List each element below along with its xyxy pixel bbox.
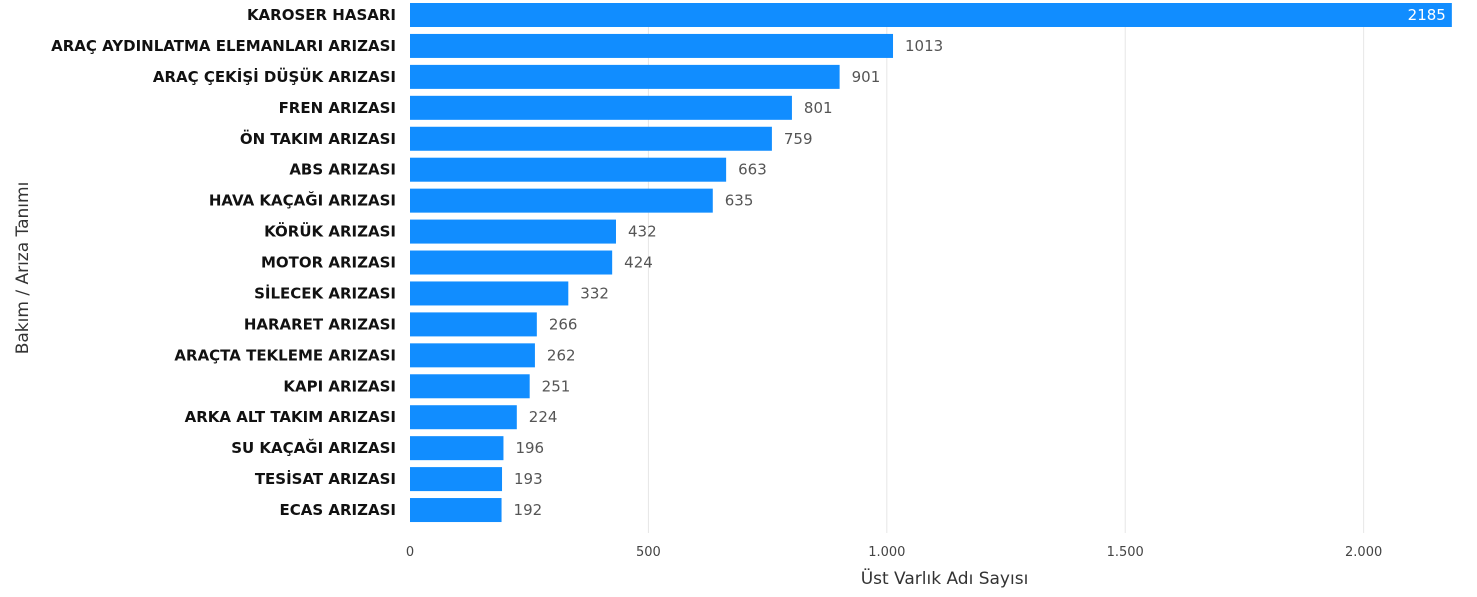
x-tick-label: 2.000	[1345, 545, 1382, 560]
bar	[410, 33, 894, 58]
data-label: 1013	[905, 37, 943, 55]
category-label: KAPI ARIZASI	[283, 377, 396, 395]
category-label: SU KAÇAĞI ARIZASI	[231, 438, 396, 457]
bar	[410, 219, 616, 244]
data-label: 801	[804, 99, 833, 117]
category-labels: KAROSER HASARI ARAÇ AYDINLATMA ELEMANLARI…	[51, 6, 396, 519]
bar	[410, 467, 503, 492]
x-axis-title: Üst Varlık Adı Sayısı	[861, 567, 1029, 589]
x-tick-label: 1.500	[1107, 545, 1144, 560]
y-axis-title: Bakım / Arıza Tanımı	[13, 182, 33, 355]
grid-lines	[647, 3, 1365, 533]
bar	[410, 126, 772, 151]
x-axis-ticks: 0 500 1.000 1.500 2.000	[406, 545, 1382, 560]
category-label: ABS ARIZASI	[289, 161, 396, 179]
bar	[410, 498, 502, 523]
x-tick-label: 500	[636, 545, 661, 560]
data-label: 432	[628, 223, 657, 241]
x-tick-label: 1.000	[868, 545, 905, 560]
category-label: ECAS ARIZASI	[280, 501, 397, 519]
category-label: ARKA ALT TAKIM ARIZASI	[185, 408, 396, 426]
data-label: 332	[580, 284, 609, 302]
category-label: MOTOR ARIZASI	[261, 254, 396, 272]
bar	[410, 281, 569, 306]
data-label: 192	[514, 501, 543, 519]
data-label: 251	[542, 377, 571, 395]
category-label: ARAÇ ÇEKİŞİ DÜŞÜK ARIZASI	[153, 67, 396, 86]
category-label: ÖN TAKIM ARIZASI	[240, 129, 396, 148]
category-label: HARARET ARIZASI	[244, 315, 396, 333]
data-label: 196	[515, 439, 544, 457]
data-label: 759	[784, 130, 813, 148]
category-label: KÖRÜK ARIZASI	[264, 222, 396, 241]
category-label: FREN ARIZASI	[279, 99, 396, 117]
data-label: 224	[529, 408, 558, 426]
data-label: 266	[549, 315, 578, 333]
data-label: 663	[738, 161, 767, 179]
category-label: TESİSAT ARIZASI	[255, 469, 396, 488]
data-label: 262	[547, 346, 576, 364]
bar	[410, 250, 613, 275]
x-tick-label: 0	[406, 545, 414, 560]
bar	[410, 343, 535, 368]
category-label: ARAÇ AYDINLATMA ELEMANLARI ARIZASI	[51, 37, 396, 55]
bar	[410, 436, 504, 461]
bar	[410, 3, 1452, 27]
category-label: ARAÇTA TEKLEME ARIZASI	[174, 346, 396, 364]
data-label: 2185	[1408, 6, 1446, 24]
data-label: 424	[624, 254, 653, 272]
bar	[410, 405, 517, 430]
category-label: HAVA KAÇAĞI ARIZASI	[209, 191, 396, 210]
category-label: KAROSER HASARI	[247, 6, 396, 24]
data-label: 635	[725, 192, 754, 210]
bar	[410, 312, 537, 337]
bar	[410, 95, 792, 120]
data-label: 193	[514, 470, 543, 488]
bars	[410, 3, 1452, 523]
bar	[410, 374, 530, 399]
bar	[410, 157, 727, 182]
bar	[410, 64, 840, 89]
data-label: 901	[852, 68, 881, 86]
bar	[410, 188, 713, 213]
category-label: SİLECEK ARIZASI	[254, 283, 396, 302]
